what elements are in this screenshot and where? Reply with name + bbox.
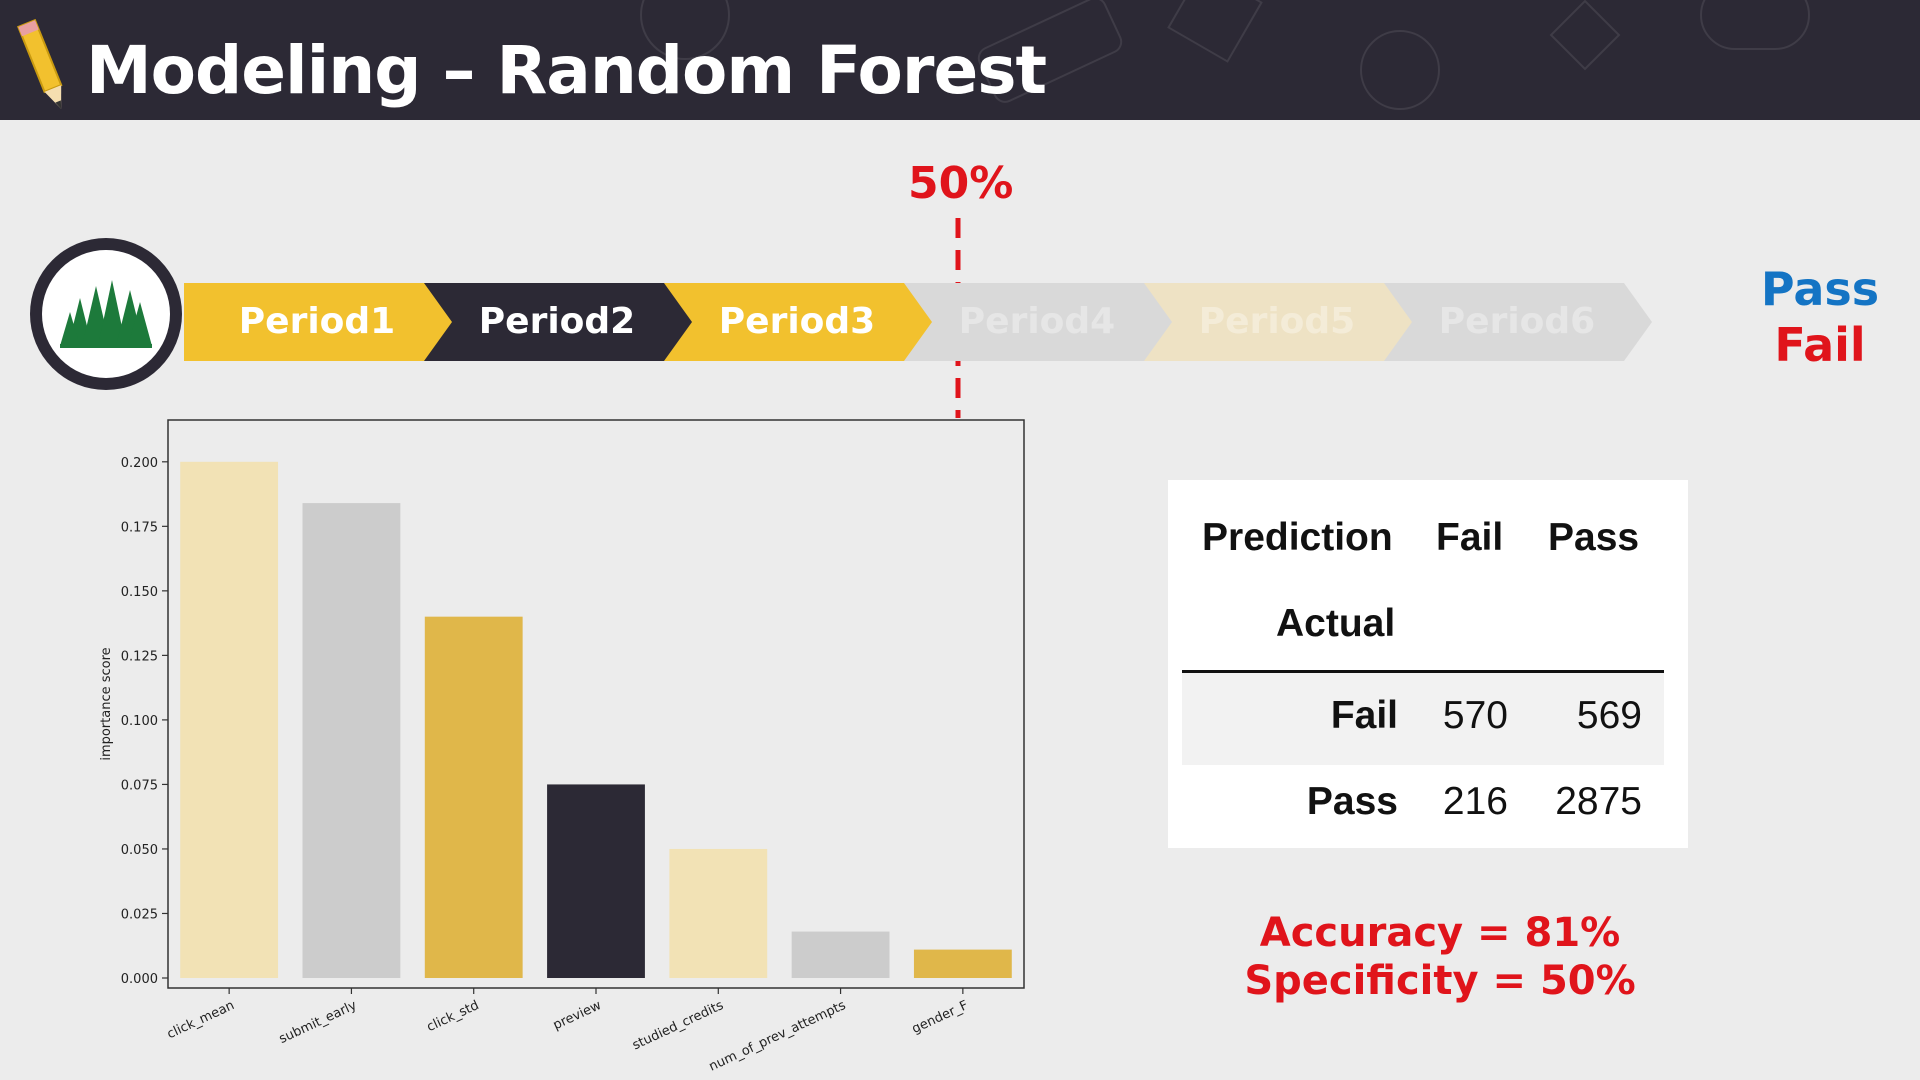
y-tick-label: 0.000 <box>121 972 158 987</box>
outcome-pass-label: Pass <box>1760 262 1880 316</box>
confusion-matrix-table: Prediction Fail Pass Actual Fail 570 569… <box>1168 480 1688 848</box>
y-tick-label: 0.025 <box>121 907 158 922</box>
header-prediction: Prediction <box>1202 516 1393 559</box>
period-label-3: Period3 <box>718 301 876 342</box>
period-chevron-6 <box>1384 283 1652 361</box>
period-timeline: Period1 Period2 Period3 Period4 Period5 Perio… <box>184 283 1744 361</box>
confusion-matrix-row-shade <box>1182 673 1664 765</box>
period-label-5: Period5 <box>1198 301 1356 342</box>
y-tick-label: 0.150 <box>121 585 158 600</box>
x-tick-label: click_std <box>425 998 482 1035</box>
period-chevron-1 <box>184 283 452 361</box>
row-label-pass: Pass <box>1306 780 1398 823</box>
outcome-fail-label: Fail <box>1774 318 1866 372</box>
x-tick-label: click_mean <box>165 998 237 1042</box>
table-header-rule <box>1182 670 1664 673</box>
cell-pass-pass: 2875 <box>1555 780 1642 823</box>
y-axis-label: importance score <box>99 647 114 760</box>
cell-pass-fail: 216 <box>1442 780 1508 823</box>
x-tick-label: num_of_prev_attempts <box>707 998 849 1075</box>
accuracy-metric: Accuracy = 81% <box>1259 910 1621 956</box>
period-chevron-4 <box>904 283 1172 361</box>
specificity-metric: Specificity = 50% <box>1244 958 1636 1004</box>
x-tick-label: studied_credits <box>630 998 726 1053</box>
feature-importance-chart: 0.000 0.025 0.050 0.075 0.100 0.125 0.150 0.175… <box>90 410 1050 1080</box>
period-chevron-3 <box>664 283 932 361</box>
bar-click_std <box>424 616 523 978</box>
x-tick-label: gender_F <box>910 998 971 1037</box>
period-label-1: Period1 <box>238 301 396 342</box>
cell-fail-fail: 570 <box>1442 694 1508 737</box>
column-header-pass: Pass <box>1548 516 1640 559</box>
page-title: Modeling – Random Forest <box>86 32 1047 109</box>
bar-preview <box>547 784 645 978</box>
y-tick-label: 0.125 <box>121 649 158 664</box>
y-tick-label: 0.200 <box>121 456 158 471</box>
row-label-fail: Fail <box>1330 694 1398 737</box>
period-label-2: Period2 <box>478 301 636 342</box>
bar-gender_F <box>913 949 1012 978</box>
period-label-4: Period4 <box>958 301 1116 342</box>
pencil-icon <box>16 18 63 109</box>
cell-fail-pass: 569 <box>1576 694 1642 737</box>
feature-importance-svg: 0.000 0.025 0.050 0.075 0.100 0.125 0.150 0.175… <box>99 419 1025 1075</box>
period-label-6: Period6 <box>1438 301 1596 342</box>
y-tick-label: 0.175 <box>121 520 158 535</box>
period-chevron-5 <box>1144 283 1412 361</box>
x-tick-label: submit_early <box>277 998 360 1047</box>
y-tick-label: 0.050 <box>121 843 158 858</box>
bar-click_mean <box>180 461 279 978</box>
x-tick-label: preview <box>551 998 604 1033</box>
bar-submit_early <box>302 503 401 978</box>
forest-trees-icon <box>30 238 182 390</box>
milestone-label: 50% <box>908 158 1014 209</box>
y-tick-label: 0.100 <box>121 714 158 729</box>
y-tick-label: 0.075 <box>121 778 158 793</box>
bar-studied_credits <box>669 848 768 978</box>
header-bar: Modeling – Random Forest <box>0 0 1920 120</box>
bar-num_of_prev_attempts <box>791 931 890 978</box>
header-actual: Actual <box>1276 602 1396 645</box>
column-header-fail: Fail <box>1436 516 1504 559</box>
period-chevron-2 <box>424 283 692 361</box>
